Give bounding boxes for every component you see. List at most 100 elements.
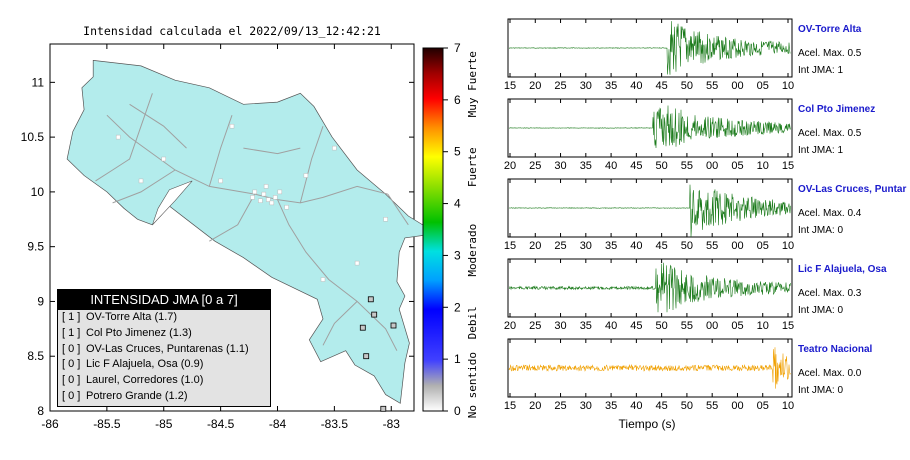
waveform-tick-label: 10 — [757, 320, 769, 332]
lon-tick-label: -85 — [155, 417, 173, 431]
waveform-tick-label: 55 — [706, 80, 718, 92]
waveform-panels: 15 20 25 30 35 40 45 50 55 00 05 10 20 25 30 35 40 45 50 55… — [504, 18, 794, 412]
waveform-panel: 20 25 30 35 40 45 50 55 00 05 10 15 — [504, 258, 794, 332]
station-acel-max: Acel. Max. 0.5 — [798, 128, 862, 139]
legend-row: [ 0 ] Potrero Grande (1.2) — [58, 389, 270, 405]
colorbar-tick-label: 1 — [454, 352, 461, 366]
station-acel-max: Acel. Max. 0.4 — [798, 208, 862, 219]
legend-row: [ 0 ] Laurel, Corredores (1.0) — [58, 373, 270, 389]
waveform-tick-label: 00 — [731, 400, 743, 412]
waveform-tick-label: 50 — [681, 80, 693, 92]
waveform-tick-label: 20 — [529, 240, 541, 252]
waveform-tick-label: 15 — [782, 160, 794, 172]
waveform-tick-label: 40 — [630, 240, 642, 252]
waveform-tick-label: 30 — [580, 80, 592, 92]
waveform-tick-label: 50 — [681, 240, 693, 252]
colorbar-labels: No sentido Debil Moderado Fuerte Muy Fuerte — [466, 51, 479, 418]
legend-station-text: Lic F Alajuela, Osa (0.9) — [86, 358, 204, 371]
waveform-tick-label: 45 — [656, 400, 668, 412]
waveform-tick-label: 20 — [504, 320, 516, 332]
waveform-tick-label: 05 — [757, 240, 769, 252]
lat-tick-label: 8.5 — [27, 349, 44, 363]
waveform-tick-label: 05 — [731, 160, 743, 172]
colorbar-category-label: Moderado — [466, 224, 479, 277]
legend-row: [ 1 ] OV-Torre Alta (1.7) — [58, 310, 270, 326]
lon-tick-label: -85.5 — [93, 417, 121, 431]
waveform-tick-label: 05 — [757, 80, 769, 92]
waveform-tick-label: 25 — [554, 80, 566, 92]
waveform-tick-label: 10 — [782, 80, 794, 92]
legend-station-text: Col Pto Jimenez (1.3) — [86, 326, 192, 339]
lon-tick-label: -86 — [41, 417, 59, 431]
colorbar-tick-label: 5 — [454, 145, 461, 159]
road-network — [95, 93, 409, 351]
waveform-tick-label: 55 — [706, 400, 718, 412]
waveform-tick-label: 30 — [580, 240, 592, 252]
waveform-trace — [508, 262, 791, 313]
costa-rica-landmass — [66, 60, 438, 404]
station-jma-intensity: Int JMA: 1 — [798, 65, 844, 76]
lon-tick-label: -83 — [383, 417, 401, 431]
waveform-tick-label: 35 — [605, 240, 617, 252]
waveform-tick-label: 25 — [554, 240, 566, 252]
legend-level: [ 0 ] — [62, 358, 81, 371]
station-name: Lic F Alajuela, Osa — [798, 264, 887, 275]
waveform-tick-label: 55 — [681, 160, 693, 172]
colorbar-category-label: Muy Fuerte — [466, 51, 479, 117]
legend-rows: [ 1 ] OV-Torre Alta (1.7) [ 1 ] Col Pto Jim… — [58, 310, 270, 405]
waveform-tick-label: 25 — [554, 400, 566, 412]
lon-tick-label: -83.5 — [321, 417, 349, 431]
waveform-tick-label: 45 — [656, 80, 668, 92]
lat-tick-label: 10 — [31, 185, 45, 199]
waveform-tick-label: 00 — [706, 160, 718, 172]
colorbar-category-label: No sentido — [466, 352, 479, 418]
waveform-tick-label: 15 — [504, 400, 516, 412]
legend-level: [ 0 ] — [62, 374, 81, 387]
colorbar-category-label: Debil — [466, 306, 479, 339]
waveform-tick-label: 10 — [757, 160, 769, 172]
lat-tick-label: 8 — [37, 404, 44, 418]
waveform-tick-label: 35 — [580, 320, 592, 332]
station-jma-intensity: Int JMA: 1 — [798, 145, 844, 156]
waveform-tick-label: 45 — [630, 320, 642, 332]
waveform-tick-label: 15 — [504, 80, 516, 92]
legend-level: [ 0 ] — [62, 342, 81, 355]
legend-station-text: Laurel, Corredores (1.0) — [86, 374, 204, 387]
waveform-tick-label: 35 — [605, 400, 617, 412]
longitude-axis: -86 -85.5 -85 -84.5 -84 -83.5 -83 — [41, 44, 400, 431]
lat-tick-label: 9 — [37, 294, 44, 308]
waveform-tick-label: 25 — [529, 320, 541, 332]
colorbar-tick-label: 6 — [454, 93, 461, 107]
waveform-tick-label: 20 — [529, 80, 541, 92]
colorbar-tick-label: 3 — [454, 248, 461, 262]
waveform-tick-label: 40 — [630, 400, 642, 412]
legend-station-text: OV-Torre Alta (1.7) — [86, 311, 178, 323]
waveform-tick-label: 00 — [706, 320, 718, 332]
waveform-tick-label: 55 — [681, 320, 693, 332]
waveform-tick-label: 35 — [580, 160, 592, 172]
intensity-legend: INTENSIDAD JMA [0 a 7] [ 1 ] OV-Torre Alt… — [57, 289, 271, 407]
lat-tick-label: 9.5 — [27, 240, 44, 254]
waveform-tick-label: 55 — [706, 240, 718, 252]
waveform-tick-label: 00 — [731, 80, 743, 92]
waveform-trace — [508, 347, 791, 389]
legend-level: [ 1 ] — [62, 311, 81, 323]
waveform-tick-label: 00 — [731, 240, 743, 252]
colorbar-tick-label: 0 — [454, 404, 461, 418]
station-acel-max: Acel. Max. 0.3 — [798, 288, 862, 299]
waveform-tick-label: 10 — [782, 400, 794, 412]
legend-level: [ 1 ] — [62, 326, 81, 339]
waveform-tick-label: 20 — [529, 400, 541, 412]
lon-tick-label: -84.5 — [207, 417, 235, 431]
waveform-panel: 15 20 25 30 35 40 45 50 55 00 05 10 — [504, 338, 794, 412]
waveform-tick-label: 40 — [605, 160, 617, 172]
station-acel-max: Acel. Max. 0.0 — [798, 368, 862, 379]
station-jma-intensity: Int JMA: 0 — [798, 305, 844, 316]
waveform-tick-label: 05 — [757, 400, 769, 412]
station-name: OV-Torre Alta — [798, 24, 862, 35]
waveform-tick-label: 45 — [630, 160, 642, 172]
latitude-axis: 11 10.5 10 9.5 9 8.5 8 — [21, 75, 414, 418]
legend-title: INTENSIDAD JMA [0 a 7] — [58, 290, 270, 310]
station-name: Teatro Nacional — [798, 344, 873, 355]
